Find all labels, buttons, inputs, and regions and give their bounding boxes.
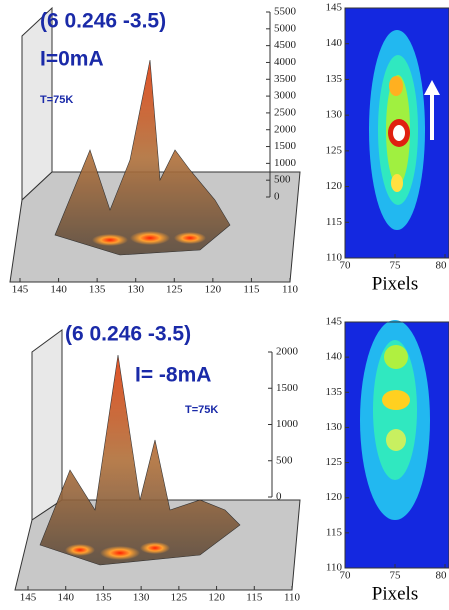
- chart-layer: (6 0.246 -3.5) I=0mA T=75K 0 500 1000 1500 2000…: [12, 2, 449, 604]
- x-tick-label: 130: [127, 284, 144, 296]
- plot-frame: [344, 321, 449, 569]
- heatmap: [345, 8, 449, 568]
- x-tick-label: 125: [171, 592, 188, 604]
- y-tick-label: 130: [326, 109, 343, 121]
- z-tick-label: 0: [276, 491, 282, 503]
- z-tick-label: 3500: [274, 73, 297, 85]
- temperature-label: T=75K: [185, 404, 218, 416]
- panel-title: (6 0.246 -3.5): [65, 323, 191, 346]
- z-tick-label: 4000: [274, 56, 297, 68]
- z-tick-label: 0: [274, 191, 280, 203]
- y-tick-label: 140: [326, 351, 343, 363]
- plot-frame: [344, 7, 449, 259]
- current-label: I= -8mA: [135, 364, 211, 387]
- z-tick-label: 2000: [274, 123, 297, 135]
- x-tick-label: 70: [340, 570, 352, 582]
- z-tick-label: 1000: [276, 418, 299, 430]
- x-tick-label: 135: [95, 592, 112, 604]
- y-tick-label: 125: [326, 456, 343, 468]
- x-tick-label: 145: [12, 284, 29, 296]
- y-tick-label: 135: [326, 386, 343, 398]
- x-tick-label: 120: [208, 592, 225, 604]
- x-tick-label: 120: [205, 284, 222, 296]
- x-tick-label: 75: [390, 570, 402, 582]
- x-tick-label: 130: [133, 592, 150, 604]
- y-tick-label: 130: [326, 421, 343, 433]
- x-tick-label: 115: [243, 284, 260, 296]
- z-tick-label: 4500: [274, 39, 297, 51]
- x-tick-label: 110: [284, 592, 301, 604]
- z-tick-label: 1500: [276, 382, 299, 394]
- x-axis-label: Pixels: [372, 583, 418, 604]
- x-tick-label: 80: [436, 570, 448, 582]
- y-tick-label: 125: [326, 144, 343, 156]
- y-tick-label: 110: [326, 252, 343, 264]
- z-tick-label: 500: [276, 454, 293, 466]
- z-tick-label: 5500: [274, 6, 297, 18]
- current-label: I=0mA: [40, 48, 104, 71]
- z-tick-label: 3000: [274, 90, 297, 102]
- y-tick-label: 140: [326, 37, 343, 49]
- y-tick-label: 145: [326, 316, 343, 328]
- z-tick-label: 2000: [276, 346, 299, 358]
- y-tick-label: 120: [326, 491, 343, 503]
- x-axis-label: Pixels: [372, 273, 418, 294]
- z-tick-label: 1500: [274, 140, 297, 152]
- x-tick-label: 70: [340, 260, 352, 272]
- y-tick-label: 145: [326, 2, 343, 14]
- x-tick-label: 145: [20, 592, 37, 604]
- surface-frame: [14, 329, 301, 591]
- x-tick-label: 125: [166, 284, 183, 296]
- temperature-label: T=75K: [40, 94, 73, 106]
- x-tick-label: 80: [436, 260, 448, 272]
- y-tick-label: 120: [326, 180, 343, 192]
- x-tick-label: 140: [57, 592, 74, 604]
- z-tick-label: 5000: [274, 22, 297, 34]
- y-tick-label: 135: [326, 73, 343, 85]
- y-tick-label: 115: [326, 526, 343, 538]
- z-tick-label: 1000: [274, 157, 297, 169]
- x-tick-label: 115: [246, 592, 263, 604]
- x-tick-label: 135: [89, 284, 106, 296]
- x-tick-label: 75: [390, 260, 402, 272]
- z-tick-label: 2500: [274, 106, 297, 118]
- panel-title: (6 0.246 -3.5): [40, 10, 166, 33]
- x-tick-label: 140: [50, 284, 67, 296]
- y-tick-label: 110: [326, 562, 343, 574]
- y-tick-label: 115: [326, 216, 343, 228]
- x-tick-label: 110: [282, 284, 299, 296]
- z-tick-label: 500: [274, 174, 291, 186]
- surface-frame: [9, 6, 301, 283]
